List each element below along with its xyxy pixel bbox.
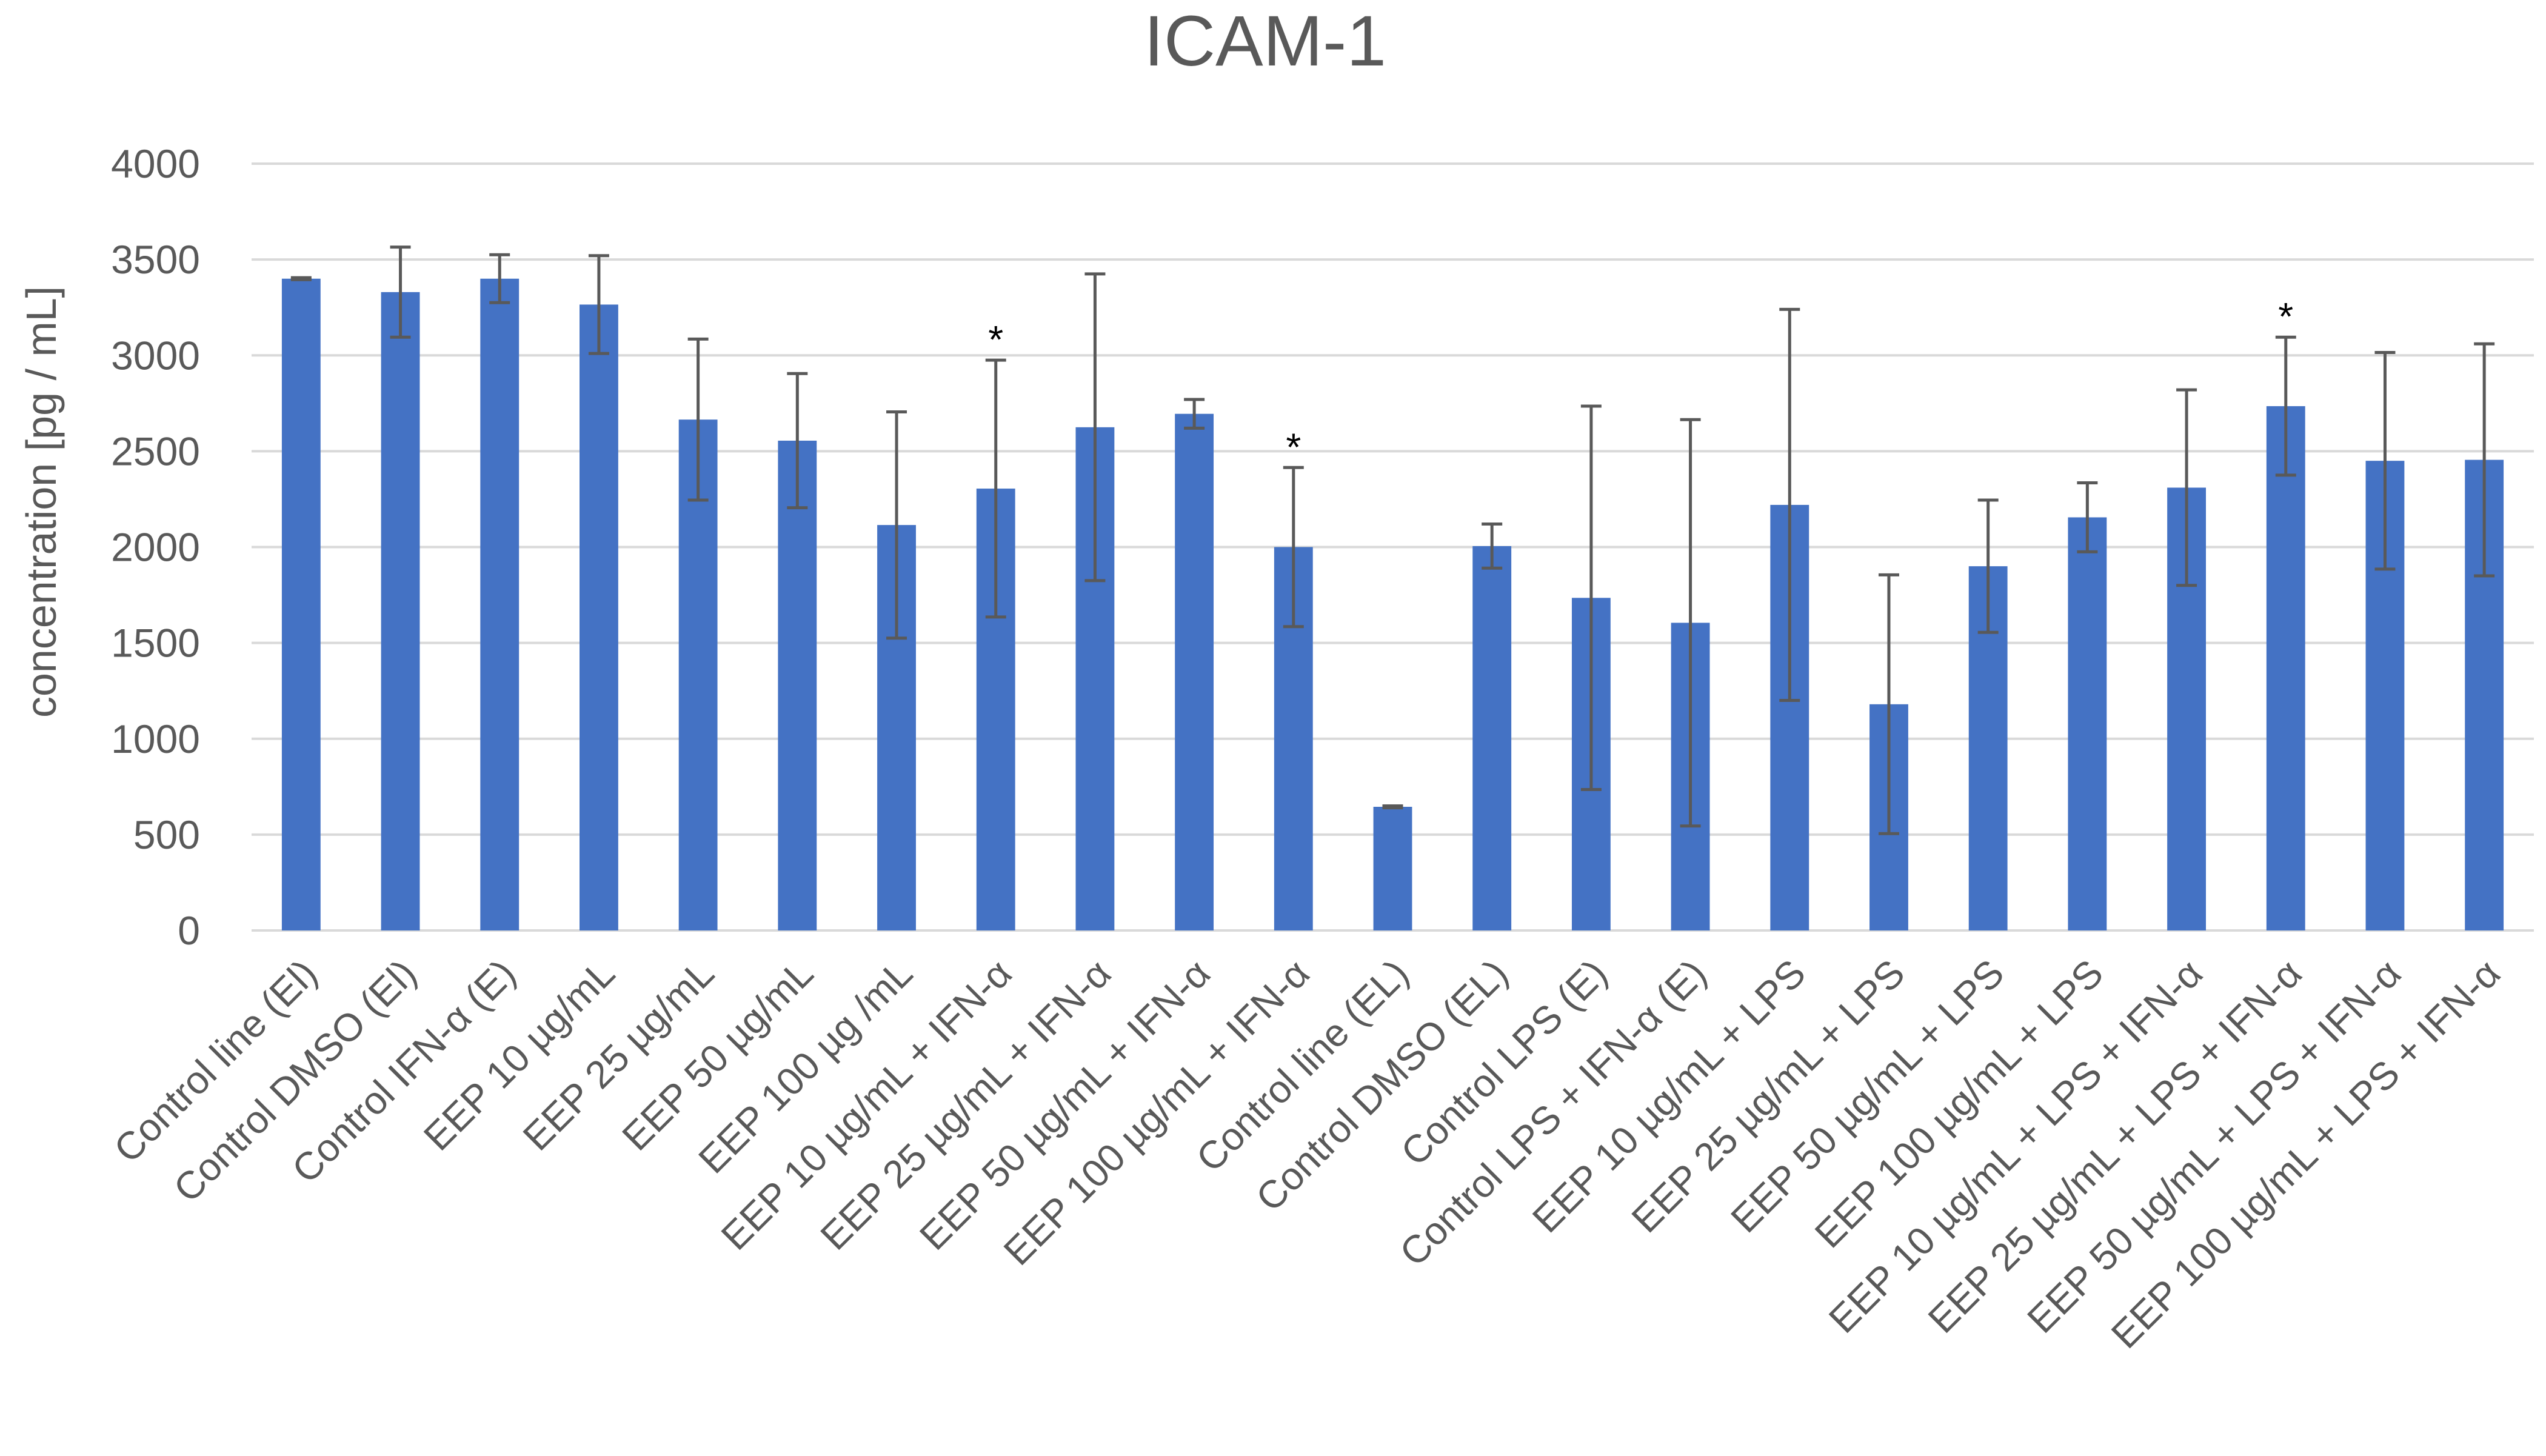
gridlines [252,162,2534,932]
bar [1175,413,1214,930]
error-bar [2275,335,2296,477]
error-bar [2176,388,2197,587]
y-tick-label: 1500 [111,621,200,666]
bar [778,440,817,930]
bar [1472,546,1512,930]
error-bar [2374,351,2396,571]
bar [281,278,321,930]
bars [281,278,2504,931]
y-tick-label: 500 [133,812,200,857]
y-tick-label: 1000 [111,716,200,761]
y-tick-label: 0 [178,908,200,953]
bar [2266,406,2305,930]
error-bar [1977,498,1999,634]
error-bar [687,337,709,502]
significance-marker: * [1286,425,1301,469]
error-bar [985,358,1006,619]
bar [678,419,718,930]
error-bar [1084,272,1106,583]
error-bar [2077,481,2098,553]
y-tick-label: 3500 [111,237,200,282]
bar [580,304,618,931]
error-bar [1680,418,1701,828]
error-bar [290,276,312,281]
error-bar [1779,307,1800,702]
error-bar [588,254,609,355]
error-bar [1283,466,1304,629]
error-bar [787,372,808,510]
error-bar [489,253,510,304]
significance-marker: * [2278,295,2293,338]
error-bar [1878,573,1899,835]
significance-marker: * [988,318,1003,361]
chart-title: ICAM-1 [1144,1,1386,81]
error-bar [390,245,411,339]
bar [2068,517,2107,930]
y-tick-label: 2500 [111,429,200,473]
bar [1373,807,1412,930]
error-bar [1482,523,1503,570]
bar [480,278,520,930]
y-tick-label: 3000 [111,333,200,378]
error-bar [886,410,907,640]
significance-markers: * * * [988,295,2293,469]
error-bar [1382,804,1403,810]
error-bar [1184,398,1205,430]
y-tick-label: 2000 [111,525,200,570]
error-bar [1580,404,1602,792]
x-axis-tick-labels: Control line (El)Control DMSO (El)Contro… [105,951,2508,1357]
y-tick-label: 4000 [111,141,200,186]
y-axis-tick-labels: 0 500 1000 1500 2000 2500 3000 3500 4000 [111,141,200,953]
error-bars [290,245,2495,835]
error-bar [2474,342,2495,578]
bar [381,292,420,931]
y-axis-label: concentration [pg / mL] [18,286,65,718]
